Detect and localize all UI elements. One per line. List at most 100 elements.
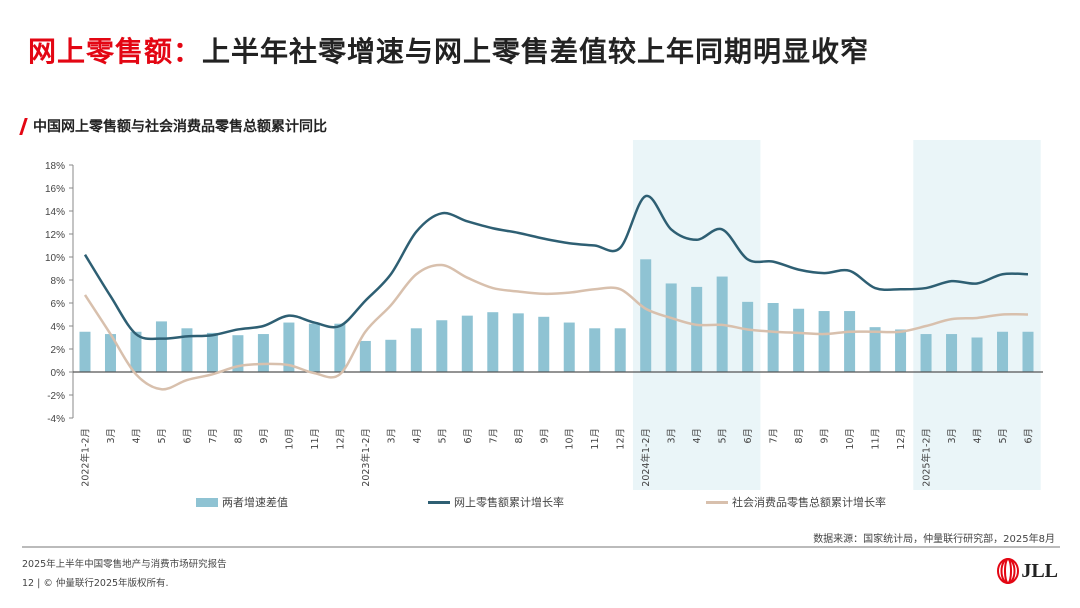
bar-diff [614, 328, 626, 372]
x-tick-label: 2023年1-2月 [360, 428, 372, 487]
legend-item-retail: 社会消费品零售总额累计增长率 [706, 494, 886, 510]
x-tick-label: 12月 [616, 428, 627, 450]
y-tick-label: 16% [45, 184, 65, 195]
y-tick-label: 12% [45, 230, 65, 241]
page-footer: 12 | © 仲量联行2025年版权所有. [22, 578, 169, 589]
chart-title-text: 中国网上零售额与社会消费品零售总额累计同比 [33, 119, 327, 135]
bar-diff [130, 331, 142, 372]
bar-diff [844, 311, 856, 372]
bar-diff [793, 308, 805, 372]
chart-title: 中国网上零售额与社会消费品零售总额累计同比 [19, 116, 327, 136]
x-tick-label: 6月 [1024, 428, 1035, 444]
y-tick-label: 2% [51, 345, 66, 356]
bar-diff [283, 322, 295, 372]
legend-label: 社会消费品零售总额累计增长率 [732, 496, 886, 509]
x-tick-label: 2024年1-2月 [640, 428, 652, 487]
x-tick-label: 10月 [565, 428, 576, 450]
bar-diff [869, 327, 881, 372]
bar-diff [563, 322, 575, 372]
bar-diff [818, 311, 830, 372]
y-tick-label: 18% [45, 161, 65, 172]
x-tick-label: 11月 [310, 428, 321, 450]
legend-item-online: 网上零售额累计增长率 [428, 494, 564, 510]
bar-diff [206, 332, 218, 372]
report-name: 2025年上半年中国零售地产与消费市场研究报告 [22, 559, 227, 570]
bar-diff [155, 321, 167, 372]
bar-diff [410, 328, 422, 372]
y-tick-label: 4% [51, 322, 66, 333]
bar-diff [665, 283, 677, 372]
x-tick-label: 9月 [820, 428, 831, 444]
x-tick-label: 10月 [284, 428, 295, 450]
y-tick-label: -4% [47, 414, 65, 425]
bar-diff [589, 328, 601, 372]
x-tick-label: 4月 [131, 428, 142, 444]
bar-diff [181, 328, 193, 372]
x-tick-label: 3月 [106, 428, 117, 444]
x-tick-label: 4月 [692, 428, 703, 444]
bar-diff [640, 259, 652, 372]
bar-diff [538, 316, 550, 372]
bar-diff [946, 334, 958, 372]
x-tick-label: 8月 [233, 428, 244, 444]
bar-diff [334, 323, 346, 372]
bar-diff [1022, 331, 1034, 372]
x-tick-label: 6月 [182, 428, 193, 444]
jll-logo: JLL [997, 558, 1058, 584]
jll-logo-text: JLL [1021, 559, 1058, 582]
title-accent: 网上零售额： [28, 35, 203, 68]
legend-swatch [428, 500, 450, 504]
x-tick-label: 6月 [743, 428, 754, 444]
bar-diff [232, 335, 244, 372]
y-tick-label: 10% [45, 253, 65, 264]
x-tick-label: 3月 [947, 428, 958, 444]
x-tick-label: 3月 [386, 428, 397, 444]
bar-diff [385, 339, 397, 372]
copyright: © 仲量联行2025年版权所有. [43, 578, 169, 589]
x-tick-label: 7月 [488, 428, 499, 444]
y-tick-label: -2% [47, 391, 65, 402]
x-tick-label: 3月 [667, 428, 678, 444]
bar-diff [461, 315, 473, 372]
x-tick-label: 4月 [973, 428, 984, 444]
bar-diff [691, 286, 703, 372]
line-retail-sales [83, 263, 1029, 391]
bar-diff [79, 331, 91, 372]
title-rest: 上半年社零增速与网上零售差值较上年同期明显收窄 [202, 35, 870, 68]
x-tick-label: 5月 [157, 428, 168, 444]
bar-diff [487, 312, 499, 372]
page-number: 12 [22, 578, 35, 589]
x-tick-label: 9月 [259, 428, 270, 444]
y-tick-label: 8% [51, 276, 66, 287]
x-tick-label: 6月 [463, 428, 474, 444]
legend-swatch [196, 497, 218, 507]
bar-diff [997, 331, 1009, 372]
x-tick-label: 12月 [896, 428, 907, 450]
x-tick-label: 5月 [437, 428, 448, 444]
x-tick-label: 8月 [514, 428, 525, 444]
x-tick-label: 11月 [871, 428, 882, 450]
x-tick-label: 12月 [335, 428, 346, 450]
x-tick-label: 9月 [539, 428, 550, 444]
x-tick-label: 2025年1-2月 [921, 428, 933, 487]
x-tick-label: 7月 [208, 428, 219, 444]
y-tick-label: 0% [51, 368, 66, 379]
x-tick-label: 4月 [412, 428, 423, 444]
bar-diff [257, 334, 269, 372]
bar-diff [512, 313, 524, 372]
y-tick-label: 14% [45, 207, 65, 218]
legend-swatch [706, 500, 728, 504]
line-online-retail [83, 194, 1029, 341]
legend-label: 两者增速差值 [222, 496, 288, 509]
x-tick-label: 5月 [998, 428, 1009, 444]
jll-logo-icon [997, 558, 1020, 584]
page-title: 网上零售额：上半年社零增速与网上零售差值较上年同期明显收窄 [28, 30, 869, 70]
x-tick-label: 7月 [769, 428, 780, 444]
bar-diff [895, 329, 907, 372]
bar-diff [971, 337, 983, 372]
bar-diff [436, 320, 448, 372]
legend-item-diff: 两者增速差值 [196, 494, 288, 510]
x-tick-label: 2022年1-2月 [80, 428, 92, 487]
bar-diff [104, 334, 116, 372]
